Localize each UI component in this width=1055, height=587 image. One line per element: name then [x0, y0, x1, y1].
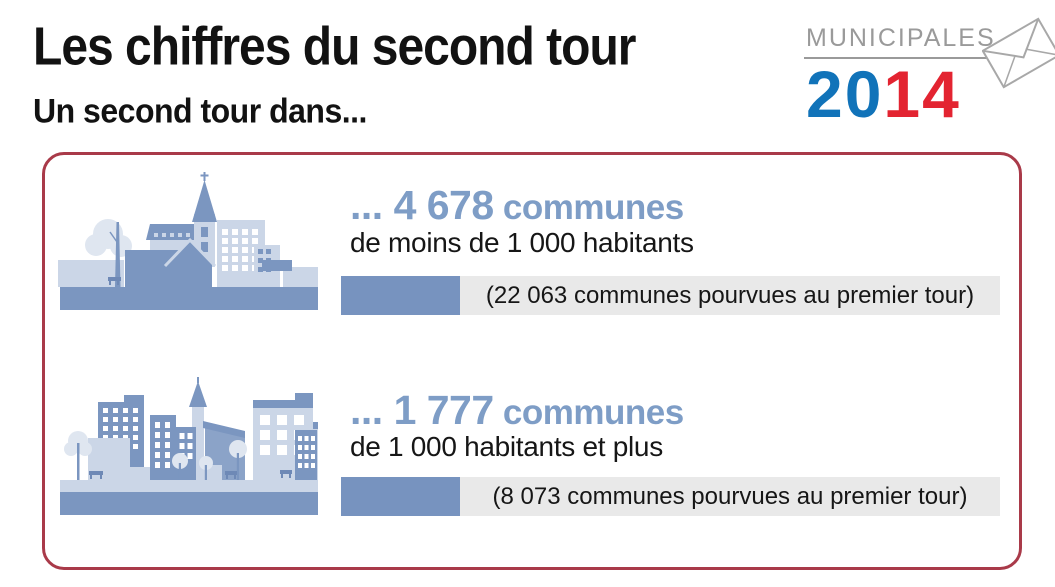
section-1-description: de moins de 1 000 habitants — [350, 227, 694, 258]
section-1-count: ... 4 678 — [350, 182, 494, 228]
village-illustration — [58, 172, 318, 310]
section-1-note: (22 063 communes pourvues au premier tou… — [460, 276, 1000, 315]
envelope-icon — [982, 17, 1055, 89]
section-2-count-suffix: communes — [502, 393, 684, 432]
city-illustration — [60, 377, 318, 515]
section-1-bar-chip — [341, 276, 460, 315]
section-2-heading: ... 1 777 communes — [350, 390, 684, 431]
logo-year-red: 14 — [883, 57, 961, 131]
logo-year-blue: 20 — [806, 57, 884, 131]
section-1-heading: ... 4 678 communes — [350, 185, 684, 226]
municipales-2014-logo: MUNICIPALES 2014 — [800, 14, 1055, 132]
page-subtitle: Un second tour dans... — [33, 92, 367, 131]
second-tour-card: ... 4 678 communes de moins de 1 000 hab… — [42, 152, 1022, 570]
page-title: Les chiffres du second tour — [33, 17, 636, 78]
logo-underline — [804, 57, 996, 59]
logo-year: 2014 — [806, 56, 961, 132]
section-2-description: de 1 000 habitants et plus — [350, 431, 663, 462]
logo-brand-text: MUNICIPALES — [806, 24, 996, 52]
section-2-count: ... 1 777 — [350, 387, 494, 433]
section-2-note: (8 073 communes pourvues au premier tour… — [460, 477, 1000, 516]
section-2-bar-chip — [341, 477, 460, 516]
section-1-count-suffix: communes — [502, 188, 684, 227]
